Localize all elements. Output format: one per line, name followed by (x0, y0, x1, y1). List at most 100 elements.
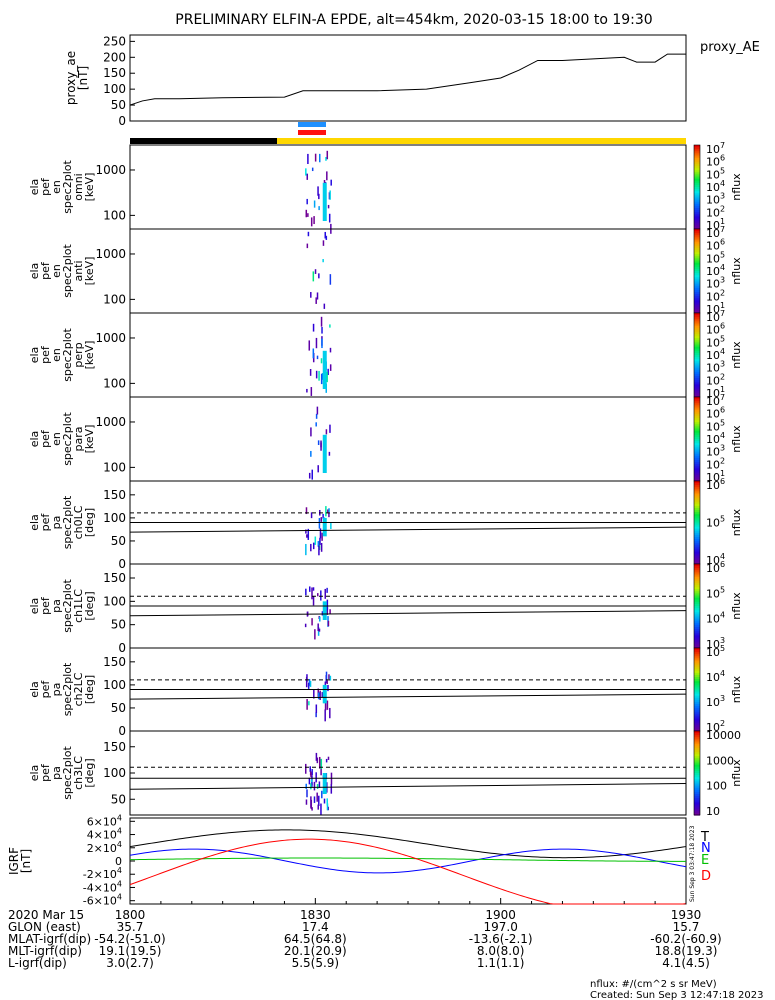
igrf-line-N (129, 848, 687, 874)
colorbar-segment (694, 304, 700, 308)
colorbar-segment (694, 292, 700, 295)
colorbar-segment (694, 205, 700, 209)
colorbar-segment (694, 770, 700, 774)
colorbar-segment (694, 510, 700, 513)
panel-ylabel-line: pef (39, 429, 52, 448)
colorbar-segment (694, 802, 700, 806)
colorbar-segment (694, 195, 700, 199)
colorbar-segment (694, 662, 700, 666)
colorbar-segment (694, 724, 700, 728)
colorbar-segment (694, 403, 700, 406)
colorbar-segment (694, 411, 700, 415)
spectrogram-mark (311, 618, 313, 626)
colorbar-segment (694, 407, 700, 411)
colorbar-segment (694, 271, 700, 274)
colorbar-tick-exp: 4 (720, 552, 725, 561)
colorbar-tick-exp: 4 (720, 263, 725, 272)
colorbar-segment (694, 378, 700, 381)
spectrogram-mark (315, 752, 318, 761)
colorbar-segment (694, 279, 700, 283)
igrf-tick-label: 2×104 (87, 840, 122, 855)
colorbar-segment (694, 635, 700, 639)
proxy-ae-tick-label: 250 (103, 34, 126, 48)
spectrogram-mark (312, 542, 315, 550)
colorbar-tick-exp: 5 (720, 418, 725, 427)
proxy-ae-tick-label: 0 (118, 114, 126, 128)
colorbar-segment (694, 658, 700, 662)
colorbar-segment (694, 691, 700, 695)
panel-ylabel-line: pef (39, 596, 52, 615)
spectrogram-mark (329, 364, 332, 371)
spectrogram-mark (317, 692, 320, 700)
colorbar-segment (694, 367, 700, 371)
panel-ylabel-line: [deg] (83, 675, 96, 704)
colorbar-segment (694, 656, 700, 659)
spectrogram-mark (322, 259, 324, 263)
spectrogram-mark (310, 779, 313, 783)
colorbar-segment (694, 677, 700, 680)
spectrogram-mark (321, 611, 324, 616)
colorbar-tick-label: 104 (706, 669, 725, 684)
spectrogram-mark (320, 803, 322, 815)
colorbar-segment (694, 495, 700, 499)
fgm-bar-black (130, 138, 277, 144)
colorbar-segment (694, 798, 700, 801)
colorbar-segment (694, 424, 700, 427)
spectrogram-mark (329, 324, 331, 328)
spectrogram-mark (320, 768, 322, 776)
colorbar-segment (694, 163, 700, 167)
colorbar-segment (694, 199, 700, 203)
colorbar-tick-label: 105 (706, 644, 725, 659)
spectrogram-mark (320, 590, 322, 601)
colorbar-label: nflux (730, 592, 743, 620)
panel-ylabel-line: ela (28, 765, 41, 782)
colorbar-segment (694, 749, 700, 753)
colorbar-segment (694, 568, 700, 571)
colorbar-segment (694, 468, 700, 472)
spectrogram-mark (316, 292, 319, 300)
colorbar-segment (694, 591, 700, 594)
spectrogram-mark (325, 157, 327, 161)
time-tick-label: 1900 (485, 908, 516, 922)
colorbar-tick-exp: 5 (720, 585, 725, 594)
colorbar-segment (694, 434, 700, 438)
spectrogram-mark (308, 472, 311, 479)
colorbar-segment (694, 559, 700, 563)
colorbar-segment (694, 791, 700, 795)
igrf-tick-label: 4×104 (87, 827, 122, 842)
colorbar-segment (694, 777, 700, 780)
colorbar-segment (694, 474, 700, 478)
colorbar-segment (694, 779, 700, 782)
colorbar-segment (694, 699, 700, 703)
colorbar-segment (694, 235, 700, 238)
fgm-bar-yellow (277, 138, 686, 144)
colorbar-segment (694, 430, 700, 434)
panel-tick-label: 0 (118, 724, 126, 738)
spectrogram-mark (327, 204, 330, 209)
colorbar-segment (694, 624, 700, 628)
colorbar-tick-label: 106 (706, 560, 725, 575)
spectrogram-panels: elapefenspec2plotomni[keV]10010001011021… (28, 141, 743, 818)
colorbar-segment (694, 266, 700, 270)
colorbar-segment (694, 254, 700, 257)
colorbar-segment (694, 537, 700, 540)
panel-ela_pef_en_spec2plot_anti: elapefenspec2plotanti[keV]10010001011021… (28, 225, 743, 316)
spectrogram-mark (326, 599, 329, 611)
ephem-value: 18.8(19.3) (655, 944, 718, 958)
colorbar-segment (694, 597, 700, 601)
colorbar-tick-label: 104 (706, 611, 725, 626)
panel-ylabel-line: [deg] (83, 758, 96, 787)
spectrogram-mark (308, 777, 311, 785)
colorbar-segment (694, 373, 700, 377)
igrf-tick-exp: 4 (117, 827, 122, 836)
colorbar-tick-exp: 2 (720, 204, 725, 213)
colorbar-segment (694, 641, 700, 645)
loss-cone-line (129, 693, 687, 700)
spectrogram-mark (307, 528, 310, 540)
colorbar-segment (694, 714, 700, 718)
spectrogram-mark (324, 588, 327, 599)
spectrogram-mark (310, 450, 312, 457)
panel-ylabel-line: pef (39, 261, 52, 280)
spectrogram-core (322, 517, 327, 537)
